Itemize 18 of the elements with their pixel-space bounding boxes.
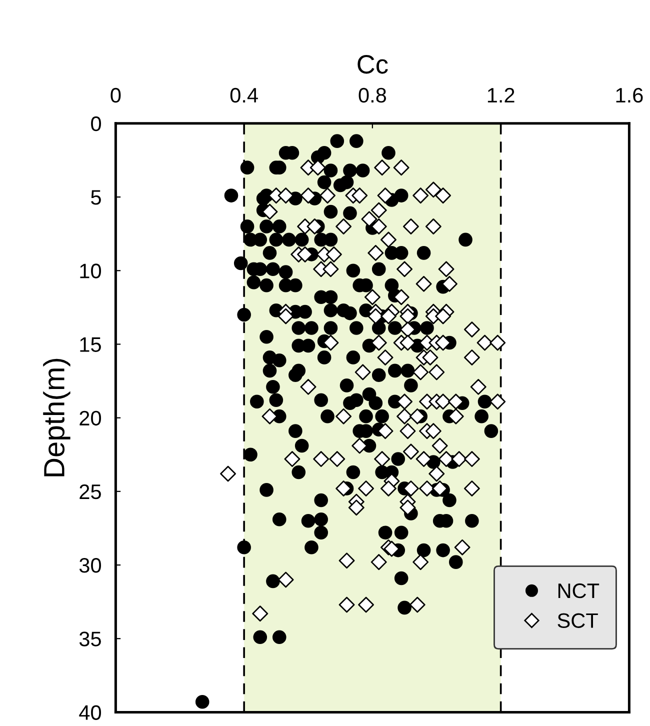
legend-label: NCT (558, 583, 600, 598)
y-axis-title: Depth(m) (43, 358, 70, 476)
x-axis-title: Cc (358, 55, 388, 74)
y-tick-label: 15 (80, 337, 101, 352)
legend-label: SCT (558, 613, 598, 628)
x-tick-label: 0 (110, 88, 121, 103)
y-tick-label: 25 (80, 484, 101, 500)
y-tick-label: 20 (80, 410, 101, 426)
y-tick-label: 0 (91, 116, 101, 132)
x-tick-label: 0.4 (230, 88, 258, 103)
x-tick-label: 1.6 (616, 88, 643, 103)
y-tick-label: 40 (79, 705, 101, 720)
y-tick-label: 5 (91, 190, 101, 205)
y-tick-label: 35 (79, 632, 101, 646)
x-tick-label: 1.2 (488, 88, 514, 102)
y-tick-label: 30 (79, 558, 101, 573)
x-tick-label: 0.8 (358, 88, 386, 103)
y-tick-label: 10 (80, 264, 101, 278)
